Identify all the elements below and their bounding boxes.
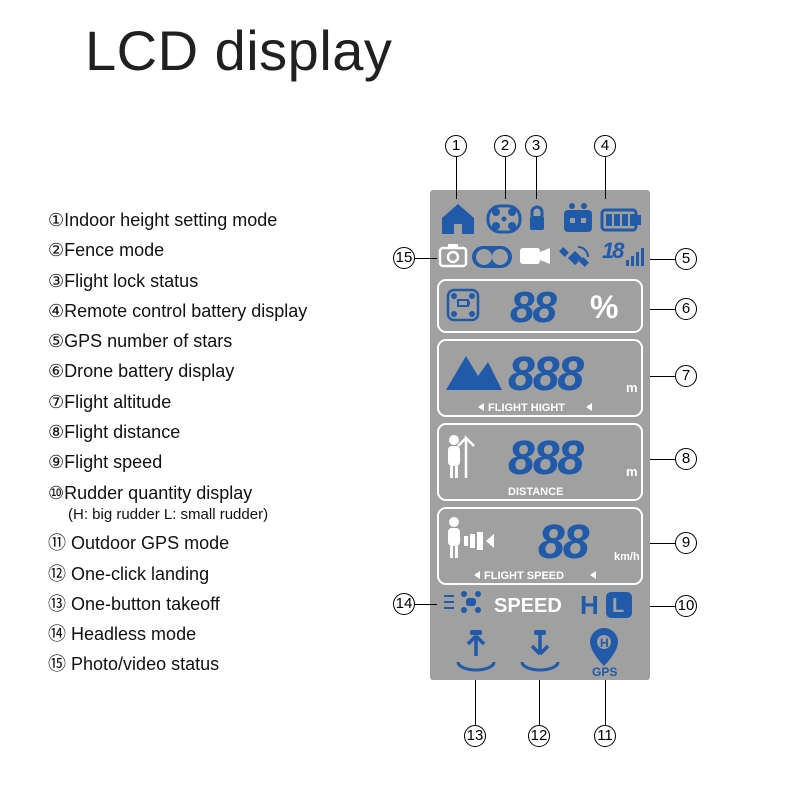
legend-item: ②Fence mode bbox=[48, 238, 388, 262]
battery-percent-value: 88 bbox=[510, 283, 557, 332]
svg-text:H: H bbox=[600, 636, 609, 650]
callout-11: 11 bbox=[594, 725, 616, 747]
legend-item: ③Flight lock status bbox=[48, 269, 388, 293]
remote-icon bbox=[564, 203, 592, 232]
callout-9: 9 bbox=[675, 532, 697, 554]
legend-item: ①Indoor height setting mode bbox=[48, 208, 388, 232]
lcd-panel: .blue{fill:#205aa8;} .white{fill:#ffffff… bbox=[430, 190, 650, 680]
speed-icon bbox=[448, 517, 494, 558]
landing-icon bbox=[522, 630, 558, 670]
rudder-h: H bbox=[580, 590, 599, 620]
callout-2: 2 bbox=[494, 135, 516, 157]
percent-sign: % bbox=[590, 289, 618, 325]
speed-label: SPEED bbox=[494, 595, 562, 617]
toggle-icon bbox=[472, 246, 512, 268]
gps-stars-value: 18 bbox=[602, 238, 625, 263]
callout-6: 6 bbox=[675, 298, 697, 320]
legend-item: ⑧Flight distance bbox=[48, 420, 388, 444]
legend-item: ⑪ Outdoor GPS mode bbox=[48, 531, 388, 555]
camera-icon bbox=[440, 244, 466, 266]
satellite-icon bbox=[559, 247, 589, 267]
legend-item: ⑬ One-button takeoff bbox=[48, 592, 388, 616]
home-icon bbox=[442, 204, 474, 234]
video-icon bbox=[520, 248, 550, 264]
callout-5: 5 bbox=[675, 248, 697, 270]
legend-item: ⑨Flight speed bbox=[48, 450, 388, 474]
headless-icon bbox=[444, 591, 481, 613]
callout-7: 7 bbox=[675, 365, 697, 387]
svg-text:FLIGHT SPEED: FLIGHT SPEED bbox=[484, 570, 564, 582]
callout-15: 15 bbox=[393, 247, 415, 269]
callout-3: 3 bbox=[525, 135, 547, 157]
page-title: LCD display bbox=[85, 18, 392, 83]
lock-icon bbox=[530, 207, 544, 230]
callout-14: 14 bbox=[393, 593, 415, 615]
callout-13: 13 bbox=[464, 725, 486, 747]
callout-10: 10 bbox=[675, 595, 697, 617]
altitude-unit: m bbox=[626, 380, 638, 395]
distance-unit: m bbox=[626, 464, 638, 479]
legend-list: ①Indoor height setting mode ②Fence mode … bbox=[48, 208, 388, 683]
legend-item: ⑩Rudder quantity display(H: big rudder L… bbox=[48, 481, 388, 526]
distance-label: DISTANCE bbox=[508, 486, 563, 498]
gps-icon: H GPS bbox=[590, 628, 618, 679]
fence-icon bbox=[488, 206, 520, 232]
drone-battery-icon bbox=[448, 290, 478, 320]
callout-1: 1 bbox=[445, 135, 467, 157]
battery-icon bbox=[602, 210, 641, 230]
legend-item: ④Remote control battery display bbox=[48, 299, 388, 323]
speed-value: 88 bbox=[538, 516, 590, 569]
legend-item: ⑤GPS number of stars bbox=[48, 329, 388, 353]
speed-unit: km/h bbox=[614, 551, 640, 563]
takeoff-icon bbox=[458, 630, 494, 670]
legend-item: ⑮ Photo/video status bbox=[48, 652, 388, 676]
legend-item: ⑫ One-click landing bbox=[48, 562, 388, 586]
mountain-icon bbox=[446, 356, 502, 390]
legend-item: ⑦Flight altitude bbox=[48, 390, 388, 414]
rudder-l: L bbox=[612, 595, 624, 617]
svg-text:GPS: GPS bbox=[592, 665, 617, 679]
callout-12: 12 bbox=[528, 725, 550, 747]
altitude-value: 888 bbox=[508, 348, 584, 401]
legend-item: ⑥Drone battery display bbox=[48, 359, 388, 383]
distance-value: 888 bbox=[508, 432, 584, 485]
callout-4: 4 bbox=[594, 135, 616, 157]
flight-speed-label: FLIGHT SPEED bbox=[474, 570, 596, 582]
svg-text:FLIGHT HIGHT: FLIGHT HIGHT bbox=[488, 402, 565, 414]
distance-icon bbox=[448, 435, 474, 478]
flight-height-label: FLIGHT HIGHT bbox=[478, 402, 592, 414]
callout-8: 8 bbox=[675, 448, 697, 470]
legend-item: ⑭ Headless mode bbox=[48, 622, 388, 646]
signal-icon bbox=[626, 248, 644, 266]
